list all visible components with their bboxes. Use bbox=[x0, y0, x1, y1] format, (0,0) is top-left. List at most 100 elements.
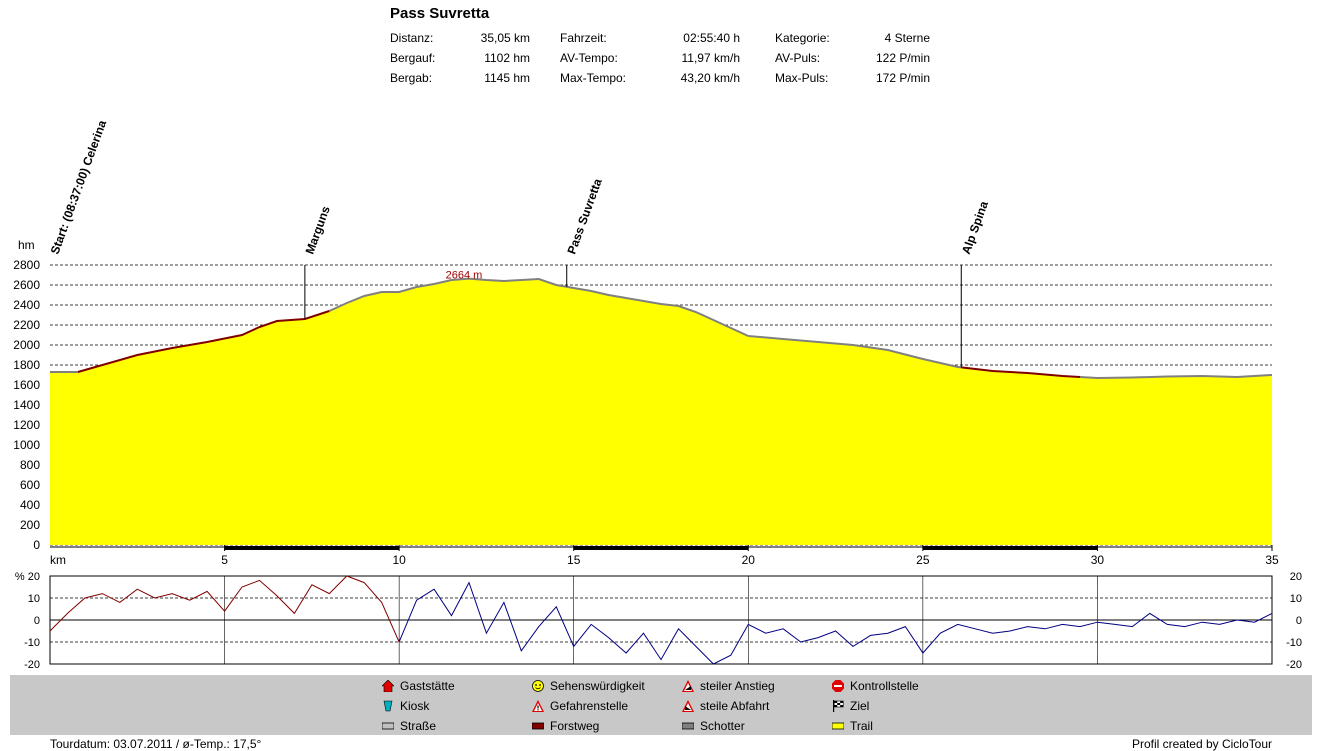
stat-value: 1102 hm bbox=[484, 51, 530, 65]
y-tick-label: 1000 bbox=[13, 438, 40, 452]
legend-label: Kontrollstelle bbox=[850, 679, 919, 693]
legend-label: Kiosk bbox=[400, 699, 430, 713]
slope-line-uphill bbox=[49, 575, 400, 643]
finish-flag-icon bbox=[832, 700, 844, 712]
slope-y-tick-label-right: -10 bbox=[1286, 637, 1302, 649]
stat-label: Max-Puls: bbox=[775, 71, 829, 85]
smiley-icon bbox=[532, 680, 544, 692]
slope-y-tick-label: 10 bbox=[28, 593, 40, 605]
y-tick-label: 2800 bbox=[13, 258, 40, 272]
y-tick-label: 200 bbox=[20, 518, 40, 532]
legend-item: Ziel bbox=[832, 699, 869, 713]
legend-label: Schotter bbox=[700, 719, 745, 733]
footer-credit: Profil created by CicloTour bbox=[1131, 737, 1272, 751]
stat-label: AV-Tempo: bbox=[560, 51, 618, 65]
slope-y-tick-label-right: 20 bbox=[1290, 571, 1302, 583]
stat-value: 02:55:40 h bbox=[683, 31, 740, 45]
legend-item: steiler Anstieg bbox=[682, 679, 775, 693]
legend-item: Kontrollstelle bbox=[832, 679, 919, 693]
surface-bar bbox=[224, 546, 400, 550]
stat-label: Distanz: bbox=[390, 31, 434, 45]
waypoint-label: Alp Spina bbox=[959, 199, 991, 256]
forest-swatch bbox=[531, 720, 545, 732]
y-tick-label: 1400 bbox=[13, 398, 40, 412]
y-tick-label: 2000 bbox=[13, 338, 40, 352]
slope-y-tick-label-right: 10 bbox=[1290, 593, 1302, 605]
y-tick-label: 400 bbox=[20, 498, 40, 512]
legend-label: steile Abfahrt bbox=[700, 699, 770, 713]
y-tick-label: 1200 bbox=[13, 418, 40, 432]
legend-label: Sehenswürdigkeit bbox=[550, 679, 645, 693]
waypoint-label: Pass Suvretta bbox=[564, 176, 604, 256]
stats-row: Distanz: 35,05 km Fahrzeit: 02:55:40 h K… bbox=[390, 31, 950, 51]
stat-label: AV-Puls: bbox=[775, 51, 821, 65]
profile-segment-forest bbox=[77, 310, 330, 373]
profile-segment-road bbox=[748, 335, 962, 369]
x-tick-label: 30 bbox=[1091, 553, 1105, 567]
stat-value: 11,97 km/h bbox=[681, 51, 740, 65]
legend-item: Gefahrenstelle bbox=[532, 699, 628, 713]
legend-label: Forstweg bbox=[550, 719, 600, 733]
legend-label: Gaststätte bbox=[400, 679, 455, 693]
y-tick-label: 1600 bbox=[13, 378, 40, 392]
elevation-area: 2664 m bbox=[50, 270, 1273, 545]
page-title: Pass Suvretta bbox=[390, 5, 490, 22]
house-icon bbox=[381, 679, 395, 693]
profile-segment-road bbox=[1079, 374, 1273, 380]
legend-item: Sehenswürdigkeit bbox=[532, 679, 645, 693]
footer-tour-info: Tourdatum: 03.07.2011 / ø-Temp.: 17,5° bbox=[50, 737, 262, 751]
warning-icon bbox=[532, 700, 544, 712]
steep-down-icon bbox=[682, 700, 694, 712]
stat-value: 1145 hm bbox=[484, 71, 530, 85]
slope-y-tick-label: -20 bbox=[24, 659, 40, 671]
x-tick-label: 20 bbox=[742, 553, 756, 567]
slope-y-tick-label-right: 0 bbox=[1296, 615, 1302, 627]
stat-label: Max-Tempo: bbox=[560, 71, 627, 85]
steep-up-icon bbox=[682, 680, 694, 692]
stat-label: Kategorie: bbox=[775, 31, 830, 45]
slope-line-downhill bbox=[398, 581, 1273, 665]
max-elevation-label: 2664 m bbox=[446, 270, 483, 282]
stats-row: Bergauf: 1102 hm AV-Tempo: 11,97 km/h AV… bbox=[390, 51, 950, 71]
waypoint-label: Start: (08:37:00) Celerina bbox=[48, 118, 110, 256]
elevation-chart: 2664 m Start: (08:37:00) Celerina Marguns… bbox=[13, 118, 1302, 671]
stats-row: Bergab: 1145 hm Max-Tempo: 43,20 km/h Ma… bbox=[390, 71, 950, 91]
y-tick-label: 2200 bbox=[13, 318, 40, 332]
legend-label: Trail bbox=[850, 719, 873, 733]
y-tick-label: 2600 bbox=[13, 278, 40, 292]
stat-label: Bergauf: bbox=[390, 51, 436, 65]
stat-value: 35,05 km bbox=[480, 31, 530, 45]
slope-chart: % 20 20 10 10 0 0 -10 -10 -20 -20 bbox=[15, 571, 1302, 671]
legend-label: Straße bbox=[400, 719, 437, 733]
x-axis-label: km bbox=[50, 553, 66, 567]
legend-label: Gefahrenstelle bbox=[550, 699, 629, 713]
y-tick-label: 600 bbox=[20, 478, 40, 492]
stat-value: 122 P/min bbox=[875, 51, 930, 65]
legend-item: Gaststätte bbox=[381, 679, 455, 693]
profile-segment-road bbox=[328, 277, 749, 337]
y-tick-label: 800 bbox=[20, 458, 40, 472]
road-swatch bbox=[381, 720, 395, 732]
legend: Gaststätte Kiosk Straße Sehenswürdigkeit… bbox=[10, 675, 1312, 735]
profile-segment-forest bbox=[961, 366, 1081, 378]
surface-bar bbox=[573, 546, 749, 550]
stop-icon bbox=[832, 680, 844, 692]
slope-y-tick-label: % 20 bbox=[15, 571, 40, 583]
legend-item: Schotter bbox=[681, 719, 745, 733]
x-tick-label: 5 bbox=[221, 553, 228, 567]
x-tick-label: 35 bbox=[1265, 553, 1279, 567]
y-tick-label: 2400 bbox=[13, 298, 40, 312]
stat-label: Fahrzeit: bbox=[560, 31, 607, 45]
x-tick-label: 15 bbox=[567, 553, 581, 567]
legend-item: steile Abfahrt bbox=[682, 699, 769, 713]
x-tick-label: 10 bbox=[392, 553, 406, 567]
legend-item: Forstweg bbox=[531, 719, 600, 733]
stat-value: 172 P/min bbox=[875, 71, 930, 85]
stat-value: 4 Sterne bbox=[884, 31, 930, 45]
y-tick-label: 0 bbox=[33, 538, 40, 552]
stats-table: Distanz: 35,05 km Fahrzeit: 02:55:40 h K… bbox=[390, 31, 950, 91]
legend-label: Ziel bbox=[850, 699, 870, 713]
stat-label: Bergab: bbox=[390, 71, 433, 85]
elevation-ticks: 0 200 400 600 800 1000 1200 1400 1600 1800 2000 220… bbox=[13, 238, 1279, 567]
trail-swatch bbox=[831, 720, 845, 732]
